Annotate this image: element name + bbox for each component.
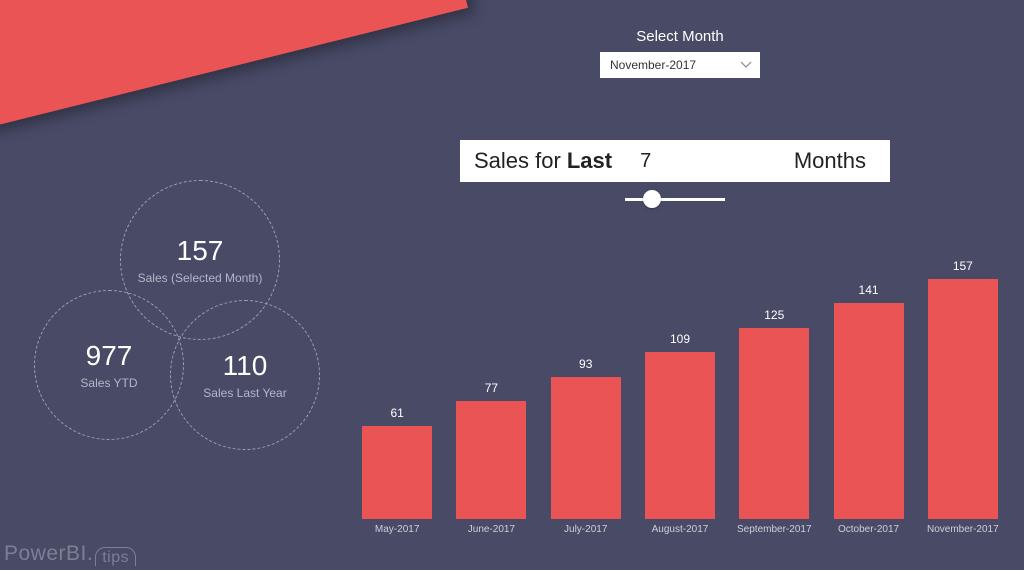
bar[interactable] <box>739 328 809 519</box>
kpi-selected-value: 157 <box>177 235 224 267</box>
bar-value-label: 61 <box>390 406 403 420</box>
bar-value-label: 109 <box>670 332 690 346</box>
accent-corner <box>0 0 468 143</box>
kpi-lastyear: 110 Sales Last Year <box>170 300 320 450</box>
months-slider[interactable] <box>625 190 725 210</box>
last-n-emph: Last <box>567 148 612 174</box>
month-select[interactable]: November-2017 <box>600 52 760 78</box>
kpi-ytd: 977 Sales YTD <box>34 290 184 440</box>
bar[interactable] <box>928 279 998 519</box>
kpi-ytd-value: 977 <box>86 340 133 372</box>
month-select-label: Select Month <box>560 28 800 45</box>
bar-col: 157 <box>921 259 1005 519</box>
slider-thumb[interactable] <box>643 190 661 208</box>
bar[interactable] <box>362 426 432 519</box>
slider-track <box>625 198 725 201</box>
bar-value-label: 77 <box>485 381 498 395</box>
sales-bar-chart: 61 77 93 109 125 141 157 May-2017 June-2017 July… <box>350 260 1010 550</box>
bar[interactable] <box>834 303 904 519</box>
last-n-value: 7 <box>640 150 651 173</box>
kpi-lastyear-label: Sales Last Year <box>203 386 286 400</box>
kpi-ytd-label: Sales YTD <box>80 376 137 390</box>
kpi-selected-label: Sales (Selected Month) <box>138 271 263 285</box>
bar-value-label: 141 <box>859 283 879 297</box>
bar[interactable] <box>645 352 715 519</box>
bar-col: 61 <box>355 406 439 519</box>
bar-value-label: 125 <box>764 308 784 322</box>
axis-label: September-2017 <box>732 524 816 535</box>
axis-label: November-2017 <box>921 524 1005 535</box>
last-n-suffix: Months <box>794 148 866 174</box>
axis-label: July-2017 <box>544 524 628 535</box>
brand-suffix: tips <box>95 547 136 566</box>
axis-label: May-2017 <box>355 524 439 535</box>
bar-col: 93 <box>544 357 628 519</box>
bar-value-label: 93 <box>579 357 592 371</box>
last-n-prefix: Sales for <box>474 148 561 174</box>
brand-logo: PowerBI. tips <box>4 542 136 566</box>
month-select-value: November-2017 <box>610 58 696 72</box>
chevron-down-icon <box>740 58 752 72</box>
axis-label: August-2017 <box>638 524 722 535</box>
axis-label: October-2017 <box>827 524 911 535</box>
axis-label: June-2017 <box>449 524 533 535</box>
last-n-months-box: Sales for Last 7 Months <box>460 140 890 182</box>
bar-col: 77 <box>449 381 533 519</box>
bar[interactable] <box>551 377 621 519</box>
bar-value-label: 157 <box>953 259 973 273</box>
brand-name: PowerBI. <box>4 542 93 566</box>
bar-col: 109 <box>638 332 722 519</box>
bar-col: 141 <box>827 283 911 519</box>
bar-col: 125 <box>732 308 816 519</box>
kpi-lastyear-value: 110 <box>223 350 268 382</box>
kpi-circles: 157 Sales (Selected Month) 977 Sales YTD… <box>10 180 350 480</box>
bar[interactable] <box>456 401 526 519</box>
